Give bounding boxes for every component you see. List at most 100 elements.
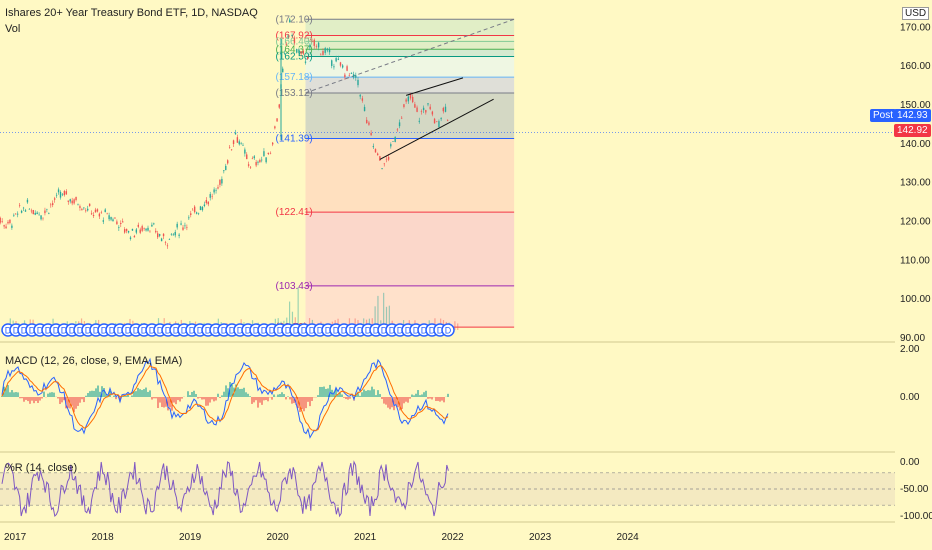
dividend-marker-label: D	[189, 326, 196, 336]
candle-body	[149, 231, 151, 233]
macd-axis-tick: 2.00	[900, 344, 920, 355]
dividend-marker-label: D	[213, 326, 220, 336]
candle-body	[96, 209, 99, 212]
candle-body	[114, 217, 116, 219]
macd-histogram-bar	[201, 397, 203, 400]
volume-bar	[457, 323, 459, 330]
macd-histogram-bar	[421, 394, 423, 397]
candle-body	[182, 227, 184, 230]
macd-histogram-bar	[91, 390, 93, 397]
macd-histogram-bar	[369, 390, 371, 397]
candle-body	[244, 149, 246, 154]
macd-histogram-bar	[197, 397, 199, 399]
dividend-marker-label: D	[109, 326, 116, 336]
fib-trend-line	[305, 18, 515, 94]
dividend-marker-label: D	[133, 326, 140, 336]
dividend-marker-label: D	[61, 326, 68, 336]
fib-zone	[305, 56, 515, 78]
currency-label[interactable]: USD	[902, 7, 930, 20]
post-price-tag: 142.93	[894, 109, 931, 122]
candle-body	[257, 161, 259, 163]
time-axis-tick: 2019	[179, 532, 202, 543]
candle-body	[205, 199, 208, 204]
candle-body	[238, 141, 240, 145]
macd-histogram-bar	[403, 397, 405, 404]
post-tag-label: Post	[870, 109, 897, 122]
wr-axis-tick: 0.00	[900, 457, 920, 468]
macd-histogram-bar	[345, 397, 347, 400]
candle-body	[225, 165, 227, 171]
fibonacci-retracement[interactable]: (172.10)(167.92)(166.40)(164.37)(162.50)…	[276, 14, 515, 333]
macd-histogram-bar	[113, 395, 115, 397]
dividend-marker-label: D	[77, 326, 84, 336]
candle-body	[403, 104, 405, 107]
candle-body	[155, 230, 157, 233]
candle-body	[414, 104, 416, 108]
macd-histogram-bar	[31, 397, 33, 401]
candle-body	[306, 56, 309, 60]
candle-body	[5, 226, 7, 229]
candle-body	[398, 122, 401, 127]
macd-histogram-bar	[239, 388, 241, 397]
candle-body	[315, 45, 318, 47]
dividend-marker-label: D	[269, 326, 276, 336]
price-axis-tick: 140.00	[900, 139, 931, 150]
candle-body	[394, 136, 396, 142]
candle-body	[230, 149, 233, 151]
candle-body	[361, 98, 364, 101]
candle-body	[352, 74, 355, 78]
candle-body	[438, 121, 440, 127]
macd-histogram-bar	[431, 397, 433, 400]
macd-histogram-bar	[385, 397, 387, 405]
candle-body	[381, 168, 383, 169]
macd-histogram-bar	[381, 397, 383, 400]
candle-body	[87, 208, 89, 211]
macd-histogram-bar	[349, 397, 351, 399]
macd-histogram-bar	[279, 394, 281, 397]
dividend-marker-label: D	[141, 326, 148, 336]
macd-histogram-bar	[191, 391, 193, 397]
candle-body	[131, 228, 134, 231]
macd-histogram-bar	[245, 392, 247, 397]
macd-histogram-bar	[61, 397, 63, 403]
volume-bar	[291, 311, 294, 330]
macd-histogram-bar	[151, 397, 153, 400]
macd-histogram-bar	[389, 397, 391, 410]
macd-histogram-bar	[5, 387, 7, 397]
macd-histogram-bar	[249, 396, 251, 397]
macd-histogram-bar	[419, 395, 421, 397]
wr-axis-tick: -50.00	[900, 484, 929, 495]
macd-histogram-bar	[307, 397, 309, 402]
candle-body	[333, 66, 335, 68]
candle-body	[125, 228, 128, 232]
macd-histogram-bar	[43, 391, 45, 397]
candle-body	[143, 228, 145, 229]
candle-body	[433, 118, 436, 124]
candle-body	[61, 194, 64, 196]
macd-histogram-bar	[105, 393, 107, 397]
candle-body	[50, 204, 52, 206]
fib-label: (172.10)	[276, 14, 313, 25]
candle-body	[192, 209, 194, 211]
macd-histogram-bar	[417, 390, 419, 397]
macd-histogram-bar	[295, 397, 297, 405]
wedge-upper-line	[405, 77, 464, 96]
macd-histogram-bar	[291, 397, 293, 404]
macd-histogram-bar	[325, 388, 327, 397]
dividend-marker-label: D	[149, 326, 156, 336]
candle-body	[166, 245, 169, 247]
volume-bar	[454, 321, 456, 330]
candle-body	[363, 106, 366, 112]
macd-histogram-bar	[163, 397, 165, 408]
macd-histogram-bar	[301, 397, 303, 410]
dividend-marker-label: D	[45, 326, 52, 336]
macd-histogram-bar	[81, 397, 83, 400]
macd-histogram-bar	[379, 394, 381, 397]
candle-body	[195, 212, 198, 214]
macd-histogram-bar	[187, 391, 189, 397]
candle-body	[302, 50, 305, 54]
candle-body	[228, 147, 231, 149]
price-axis-tick: 170.00	[900, 22, 931, 33]
candle-body	[157, 233, 159, 238]
